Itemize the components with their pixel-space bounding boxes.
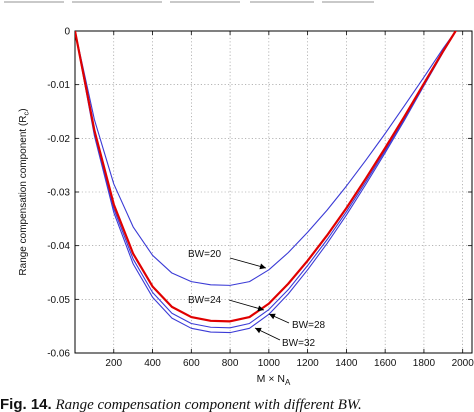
x-tick-label: 1200	[296, 358, 319, 369]
annotation-arrow-head	[255, 327, 262, 334]
x-tick-label: 200	[105, 358, 122, 369]
caption-label: Fig. 14.	[0, 396, 52, 412]
series-group	[75, 31, 457, 334]
annotation-arrow-line	[229, 257, 267, 269]
x-tick-label: 1800	[413, 358, 436, 369]
y-tick-label: -0.05	[47, 295, 70, 306]
y-tick-label: -0.02	[47, 134, 70, 145]
x-tick-label: 1000	[258, 358, 281, 369]
series-line-bw-24	[75, 31, 457, 323]
annotation-bw-32: BW=32	[282, 338, 316, 349]
y-tick-label: -0.04	[47, 241, 70, 252]
annotation-arrow-head	[257, 305, 264, 312]
y-tick-label: -0.06	[47, 349, 70, 360]
caption-text: Range compensation component with differ…	[55, 397, 362, 412]
y-tick-label: 0	[64, 27, 70, 38]
y-axis-label: Range compensation component (Rc)	[18, 108, 31, 275]
series-line-bw-32	[75, 31, 457, 334]
annotation-bw-28: BW=28	[292, 320, 326, 331]
x-tick-label: 2000	[452, 358, 474, 369]
x-tick-label: 800	[222, 358, 239, 369]
x-tick-label: 400	[144, 358, 161, 369]
figure-caption: Fig. 14. Range compensation component wi…	[0, 396, 474, 412]
x-tick-label: 600	[183, 358, 200, 369]
y-tick-label: -0.01	[47, 80, 70, 91]
y-tick-label: -0.03	[47, 188, 70, 199]
series-line-bw-20	[75, 31, 457, 286]
annotation-bw-20: BW=20	[188, 249, 222, 260]
annotation-arrow-head	[259, 263, 266, 270]
annotation-arrow-line	[228, 299, 265, 311]
x-tick-label: 1400	[335, 358, 358, 369]
previous-caption-remnant	[0, 0, 474, 5]
x-axis-label: M × NA	[257, 373, 291, 387]
annotation-bw-24: BW=24	[188, 295, 222, 306]
annotation-arrow-head	[269, 313, 276, 320]
x-tick-label: 1600	[374, 358, 397, 369]
